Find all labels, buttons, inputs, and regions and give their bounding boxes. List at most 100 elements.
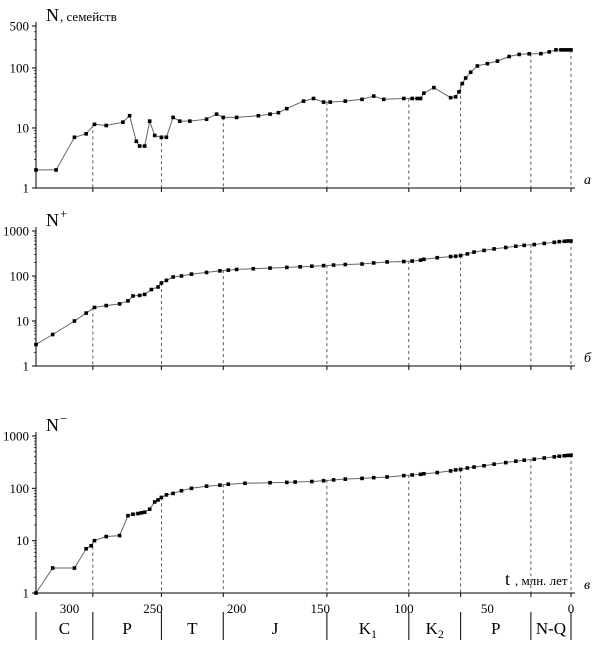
panel-2-data-point [569, 239, 573, 243]
panel-2-data-point [402, 259, 406, 264]
panel-3-data-point [410, 473, 414, 477]
panel-1-series-line [36, 49, 571, 171]
panel-1-data-point [127, 113, 132, 118]
panel-2-data-point [448, 254, 453, 259]
panel-2-ylabel-sup: + [60, 206, 67, 221]
panel-3-x-tick-label: 50 [481, 601, 494, 616]
panel-2-data-point [284, 265, 289, 270]
panel-2-data-point [251, 266, 256, 271]
panel-1-panel-letter: а [584, 173, 591, 188]
panel-1-data-point [418, 96, 423, 101]
panel-1-ylabel-suffix: , семейств [60, 9, 117, 24]
panel-3-data-point [453, 468, 458, 472]
panel-1-data-point [234, 115, 239, 120]
panel-3-data-point [136, 511, 140, 516]
panel-3-data-point [418, 472, 423, 477]
panel-3-data-point [142, 510, 147, 514]
panel-1-data-point [569, 48, 573, 52]
panel-2-data-point [137, 293, 142, 298]
panel-1-data-point [547, 50, 552, 54]
panel-3-data-point [293, 480, 297, 484]
panel-3-ylabel: N [46, 415, 59, 435]
panel-3-data-point [552, 455, 557, 459]
panel-1-data-point [164, 135, 169, 140]
panel-2-data-point [562, 239, 567, 244]
panel-1-y-tick-label: 100 [10, 60, 30, 75]
panel-1-data-point [495, 59, 500, 63]
panel-2-data-point [453, 254, 458, 259]
panel-3-ylabel-sup: − [60, 411, 67, 426]
panel-3-y-tick-label: 100 [10, 481, 30, 496]
period-label: K2 [426, 619, 444, 641]
panel-2-data-point [565, 239, 570, 243]
panel-1-data-point [422, 91, 426, 95]
panel-2-data-point [179, 274, 184, 278]
panel-3-xlabel-suffix: , млн. лет [515, 573, 568, 588]
panel-3-data-point [343, 477, 348, 481]
panel-1-data-point [565, 48, 570, 52]
panel-2-data-point [458, 253, 463, 258]
panel-3-data-point [34, 591, 38, 595]
panel-1-data-point [268, 112, 272, 116]
panel-1-ylabel: N [46, 5, 59, 25]
panel-2-data-point [189, 272, 194, 276]
period-label: C [59, 619, 70, 638]
panel-3-data-point [179, 488, 184, 493]
panel-3-data-point [204, 484, 209, 488]
panel-3-data-point [458, 467, 463, 472]
panel-1-data-point [256, 113, 261, 118]
period-label: P [491, 619, 500, 638]
panel-1-data-point [134, 139, 139, 144]
panel-3-xlabel: t [505, 569, 510, 589]
panel-1-data-point [284, 106, 289, 111]
panel-3-data-point [171, 491, 175, 496]
panel-1-data-point [221, 115, 226, 120]
panel-3-data-point [542, 456, 547, 460]
panel-2-y-tick-label: 1 [23, 359, 30, 374]
panel-1-data-point [343, 99, 348, 103]
panel-2-data-point [418, 258, 423, 262]
panel-2-data-point [360, 262, 364, 266]
panel-2-data-point [503, 245, 508, 250]
panel-2-data-point [532, 242, 537, 247]
panel-2-data-point [298, 265, 302, 269]
panel-3-data-point [514, 459, 518, 463]
panel-2-data-point [171, 275, 175, 279]
panel-1-data-point [402, 96, 406, 101]
panel-1-data-point [137, 144, 142, 148]
panel-3-data-point [139, 511, 144, 515]
panel-3-x-tick-label: 250 [143, 601, 163, 616]
panel-3-data-point [126, 513, 130, 518]
panel-1-data-point [92, 122, 97, 127]
panel-2-data-point [34, 342, 38, 347]
panel-1-data-point [171, 115, 175, 120]
panel-2-data-point [204, 270, 209, 275]
panel-2-data-point [482, 248, 486, 253]
panel-3-data-point [226, 482, 231, 486]
panel-2-data-point [84, 311, 88, 315]
period-label: P [122, 619, 131, 638]
panel-2-data-point [557, 239, 562, 244]
panel-1-data-point [371, 94, 376, 98]
panel-1-data-point [517, 52, 521, 57]
period-label: J [272, 619, 279, 638]
panel-2-data-point [514, 244, 518, 248]
panel-3-data-point [147, 507, 152, 511]
panel-3-data-point [562, 453, 567, 458]
panel-3-data-point [532, 457, 537, 462]
panel-1-data-point [188, 119, 192, 123]
panel-3-panel-letter: в [584, 578, 590, 593]
panel-1-data-point [460, 81, 465, 86]
panel-3-data-point [159, 495, 164, 500]
panel-1-data-point [475, 64, 480, 68]
panel-3-data-point [268, 480, 272, 485]
panel-3-data-point [218, 483, 222, 487]
panel-2-data-point [50, 332, 55, 337]
panel-2-data-point [164, 278, 169, 283]
panel-3-x-tick-label: 300 [60, 601, 80, 616]
panel-3-data-point [243, 481, 247, 486]
panel-3-data-point [156, 498, 160, 502]
panel-1-data-point [147, 119, 152, 123]
panel-3-data-point [164, 493, 169, 497]
panel-2-data-point [552, 240, 557, 245]
